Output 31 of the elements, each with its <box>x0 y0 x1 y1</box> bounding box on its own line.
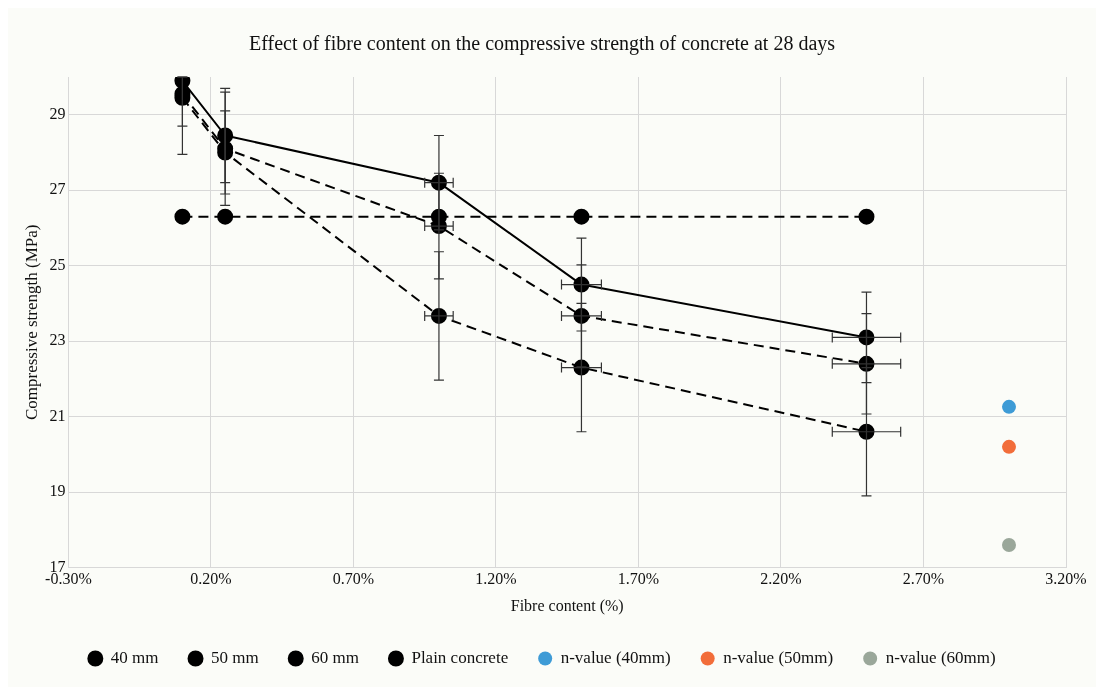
x-tick-label: 2.70% <box>902 570 945 588</box>
x-tick-label: 0.20% <box>190 570 232 588</box>
y-tick-label: 25 <box>49 255 66 273</box>
point <box>858 208 875 225</box>
y-tick-label: 19 <box>49 482 66 500</box>
y-axis-title: Compressive strength (MPa) <box>21 224 41 421</box>
point <box>217 208 234 225</box>
x-tick-label: 0.70% <box>332 570 375 588</box>
y-tick-label: 27 <box>49 180 66 198</box>
legend-label: 40 mm <box>110 647 159 667</box>
point <box>174 208 191 225</box>
legend-label: n-value (60mm) <box>885 647 996 667</box>
y-tick-label: 21 <box>49 406 66 424</box>
x-tick-label: 3.20% <box>1045 570 1087 588</box>
legend-label: 50 mm <box>211 647 259 667</box>
x-axis-title: Fibre content (%) <box>510 596 624 615</box>
point <box>1001 537 1016 552</box>
point <box>1001 399 1016 414</box>
legend-label: Plain concrete <box>411 647 509 667</box>
point <box>217 127 234 144</box>
point <box>573 208 590 225</box>
y-tick-label: 23 <box>49 331 66 349</box>
point <box>1001 439 1016 454</box>
x-tick-label: 1.70% <box>617 570 660 588</box>
chart-title: Effect of fibre content on the compressive strength of concrete at 28 days <box>248 32 836 56</box>
legend-label: 60 mm <box>311 647 359 667</box>
legend-label: n-value (40mm) <box>560 647 671 667</box>
x-tick-label: 2.20% <box>760 570 802 588</box>
legend-label: n-value (50mm) <box>723 647 834 667</box>
x-tick-label: 1.20% <box>475 570 517 588</box>
y-tick-label: 29 <box>49 104 66 122</box>
